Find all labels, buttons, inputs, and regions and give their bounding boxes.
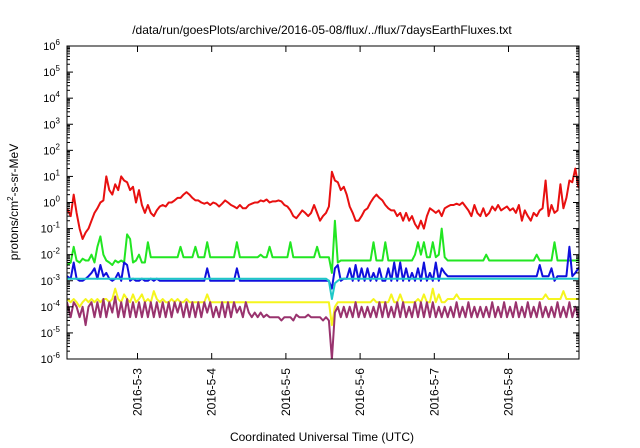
x-tick-label: 2016-5-7 — [427, 368, 441, 416]
y-tick-base: 10 — [43, 145, 55, 157]
chart-title: /data/run/goesPlots/archive/2016-05-08/f… — [132, 23, 512, 37]
y-tick-base: 10 — [41, 328, 53, 340]
y-tick-label: 102 — [43, 142, 60, 157]
y-tick-label: 10-5 — [41, 325, 61, 340]
series-line — [67, 277, 579, 300]
y-axis-label-post: -s-sr-MeV — [7, 144, 21, 197]
y-tick-base: 10 — [43, 67, 55, 79]
y-tick-base: 10 — [41, 250, 53, 262]
x-axis: 2016-5-3 2016-5-4 2016-5-5 2016-5-6 2016-5-7… — [130, 46, 516, 416]
series-group — [67, 167, 579, 359]
x-tick-label: 2016-5-8 — [502, 368, 516, 416]
y-tick-base: 10 — [41, 354, 53, 366]
y-tick-base: 10 — [43, 93, 55, 105]
y-tick-exponent: -1 — [53, 221, 61, 230]
y-tick-exponent: -2 — [53, 247, 61, 256]
series-line — [67, 287, 579, 327]
y-tick-exponent: 3 — [56, 116, 61, 125]
y-axis-label: protons/cm2-s-sr-MeV — [6, 144, 21, 260]
y-tick-base: 10 — [43, 41, 55, 53]
y-tick-base: 10 — [43, 198, 55, 210]
series-line — [67, 219, 579, 274]
y-tick-label: 10-1 — [41, 221, 61, 236]
y-tick-base: 10 — [43, 119, 55, 131]
y-tick-base: 10 — [43, 171, 55, 183]
y-tick-label: 10-2 — [41, 247, 61, 262]
y-tick-exponent: -3 — [53, 273, 61, 282]
y-tick-exponent: -4 — [53, 299, 61, 308]
y-tick-label: 10-3 — [41, 273, 61, 288]
y-tick-label: 10-4 — [41, 299, 61, 314]
series-line — [67, 167, 579, 240]
y-tick-label: 105 — [43, 64, 60, 79]
y-tick-label: 104 — [43, 90, 60, 105]
y-tick-exponent: -5 — [53, 325, 61, 334]
x-axis-label: Coordinated Universal Time (UTC) — [230, 430, 414, 444]
y-tick-label: 10-6 — [41, 351, 61, 366]
y-tick-exponent: 2 — [56, 142, 61, 151]
y-tick-base: 10 — [41, 224, 53, 236]
series-line — [67, 295, 579, 359]
y-tick-exponent: 6 — [56, 38, 61, 47]
y-axis-label-sup: 2 — [6, 196, 15, 201]
y-tick-exponent: 1 — [56, 168, 61, 177]
y-tick-label: 106 — [43, 38, 60, 53]
x-tick-label: 2016-5-5 — [279, 368, 293, 416]
y-axis-label-pre: protons/cm — [7, 201, 21, 260]
x-tick-label: 2016-5-4 — [205, 368, 219, 416]
y-tick-exponent: 0 — [56, 195, 61, 204]
x-tick-label: 2016-5-3 — [130, 368, 144, 416]
y-tick-exponent: -6 — [53, 351, 61, 360]
x-tick-label: 2016-5-6 — [353, 368, 367, 416]
series-line — [67, 245, 579, 290]
y-axis: 10-610-510-410-310-210-11001011021031041… — [41, 38, 579, 366]
y-tick-exponent: 4 — [56, 90, 61, 99]
y-tick-label: 101 — [43, 168, 60, 183]
y-tick-label: 103 — [43, 116, 60, 131]
y-tick-base: 10 — [41, 302, 53, 314]
y-tick-label: 100 — [43, 195, 60, 210]
y-tick-exponent: 5 — [56, 64, 61, 73]
y-tick-base: 10 — [41, 276, 53, 288]
